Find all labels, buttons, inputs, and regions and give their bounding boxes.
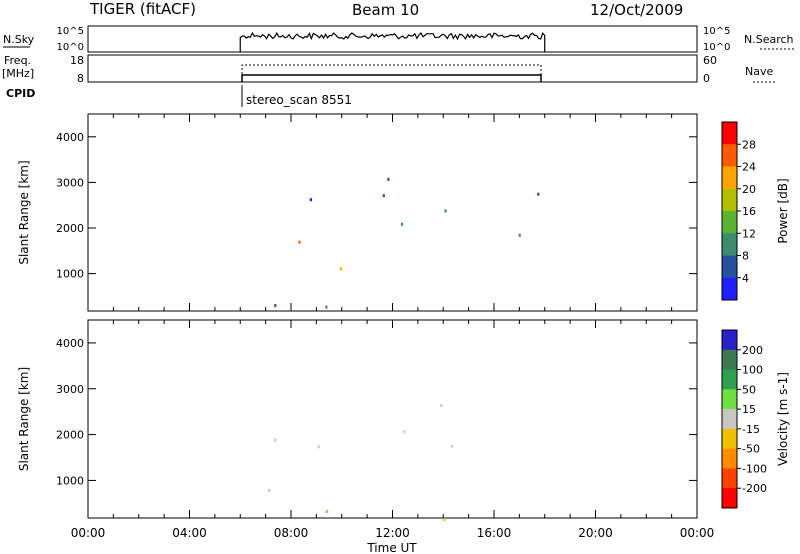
velocity-cbar-swatch-1 (722, 349, 737, 370)
power-cbar-swatch-0 (722, 122, 737, 145)
freq-trace (241, 74, 542, 82)
velocity-cbar-swatch-0 (722, 330, 737, 351)
freq-tick-low: 8 (77, 72, 84, 85)
x-tick-0: 00:00 (71, 526, 106, 540)
nsky-trace (239, 31, 546, 52)
power-region-2 (400, 222, 404, 226)
time-axis: 00:00 04:00 08:00 12:00 16:00 20:00 00:00 (71, 526, 715, 540)
power-colorbar: 28 24 20 16 12 8 4 Power [dB] (721, 121, 790, 301)
x-tick-3: 12:00 (375, 526, 410, 540)
power-region-5 (274, 304, 328, 309)
power-region-6 (309, 177, 540, 202)
power-cbar-label: Power [dB] (776, 178, 790, 243)
nsearch-label: N.Search (744, 33, 794, 46)
power-cbar-tick-0: 28 (742, 138, 756, 151)
velocity-ytick-0: 1000 (56, 474, 84, 487)
velocity-cbar-tick-1: 100 (742, 364, 763, 377)
x-tick-5: 20:00 (578, 526, 613, 540)
velocity-cbar-swatch-3 (722, 389, 737, 410)
date-title: 12/Oct/2009 (590, 1, 683, 19)
power-ytick-0: 1000 (56, 268, 84, 281)
velocity-region-1 (440, 404, 443, 407)
power-cbar-swatch-1 (722, 144, 737, 167)
velocity-cbar-swatch-2 (722, 369, 737, 390)
power-region-3 (444, 209, 521, 237)
cpid-row: CPID stereo_scan 8551 (6, 85, 352, 107)
x-axis-title: Time UT (366, 541, 417, 554)
nsearch-tick-high: 10^5 (703, 26, 730, 37)
power-cbar-tick-5: 8 (742, 250, 749, 263)
velocity-cbar-swatch-5 (722, 428, 737, 449)
x-tick-6: 00:00 (680, 526, 715, 540)
velocity-colorbar: 200 100 50 15 -15 -50 -100 -200 Velocity [m s-1] (721, 329, 790, 509)
beam-title: Beam 10 (352, 1, 419, 19)
power-cbar-swatch-5 (722, 233, 737, 256)
velocity-cbar-swatch-6 (722, 448, 737, 469)
power-cbar-tick-6: 4 (742, 272, 749, 285)
power-ytick-1: 2000 (56, 222, 84, 235)
x-tick-4: 16:00 (477, 526, 512, 540)
velocity-cbar-tick-2: 50 (742, 383, 756, 396)
velocity-frame (87, 319, 698, 519)
freq-panel: Freq. [MHz] 18 8 60 0 Nave (2, 54, 776, 85)
velocity-cbar-tick-5: -50 (742, 443, 760, 456)
nsearch-tick-low: 10^0 (703, 42, 730, 53)
power-cbar-swatch-7 (722, 277, 737, 301)
power-cbar-swatch-6 (722, 255, 737, 279)
power-ytick-3: 4000 (56, 131, 84, 144)
velocity-cells (267, 404, 453, 521)
velocity-ylabel: Slant Range [km] (17, 367, 31, 471)
power-cbar-tick-1: 24 (742, 161, 756, 174)
power-region-1 (340, 267, 343, 271)
x-tick-2: 08:00 (274, 526, 309, 540)
nsky-tick-high: 10^5 (57, 26, 84, 37)
power-panel: 1000 2000 3000 4000 Slant Range [km] (17, 113, 698, 312)
velocity-cbar-label: Velocity [m s-1] (776, 372, 790, 466)
velocity-cbar-tick-7: -200 (742, 482, 767, 495)
freq-unit-label: [MHz] (2, 67, 34, 80)
power-cbar-tick-2: 20 (742, 183, 756, 196)
power-cbar-tick-3: 16 (742, 205, 756, 218)
power-ylabel: Slant Range [km] (17, 160, 31, 264)
station-title: TIGER (fitACF) (89, 0, 196, 18)
velocity-cbar-swatch-7 (722, 468, 737, 489)
power-region-0 (298, 240, 301, 244)
velocity-region-2 (267, 489, 271, 492)
velocity-cbar-swatch-8 (722, 488, 737, 509)
velocity-ytick-3: 4000 (56, 337, 84, 350)
x-tick-1: 04:00 (172, 526, 207, 540)
power-cbar-swatch-2 (722, 166, 737, 190)
velocity-panel: 1000 2000 3000 4000 Slant Range [km] (17, 319, 698, 521)
velocity-cbar-tick-4: -15 (742, 423, 760, 436)
nsky-panel: N.Sky 10^5 10^0 10^5 10^0 N.Search (3, 25, 794, 53)
power-cbar-swatch-4 (722, 211, 737, 234)
velocity-cbar-tick-6: -100 (742, 462, 767, 475)
power-frame (87, 113, 698, 312)
velocity-ytick-2: 3000 (56, 383, 84, 396)
power-cbar-swatch-3 (722, 188, 737, 212)
power-ytick-2: 3000 (56, 176, 84, 189)
velocity-region-6 (325, 510, 446, 521)
power-cbar-tick-4: 12 (742, 227, 756, 240)
velocity-cbar-tick-3: 15 (742, 403, 756, 416)
cpid-name: stereo_scan 8551 (246, 93, 352, 107)
velocity-cbar-tick-0: 200 (742, 344, 763, 357)
nave-tick-high: 60 (703, 54, 717, 67)
freq-frame (87, 54, 698, 83)
velocity-region-0 (274, 430, 453, 449)
nave-trace (241, 64, 542, 82)
cpid-label: CPID (6, 87, 35, 100)
freq-label: Freq. (4, 54, 31, 67)
freq-tick-high: 18 (70, 54, 84, 67)
velocity-cbar-swatch-4 (722, 409, 737, 430)
velocity-ytick-1: 2000 (56, 429, 84, 442)
nave-tick-low: 0 (703, 72, 710, 85)
nsky-tick-low: 10^0 (57, 42, 84, 53)
nsky-label: N.Sky (3, 33, 35, 46)
nave-label: Nave (745, 65, 773, 78)
nsky-frame (87, 25, 698, 53)
power-cells (274, 177, 540, 309)
